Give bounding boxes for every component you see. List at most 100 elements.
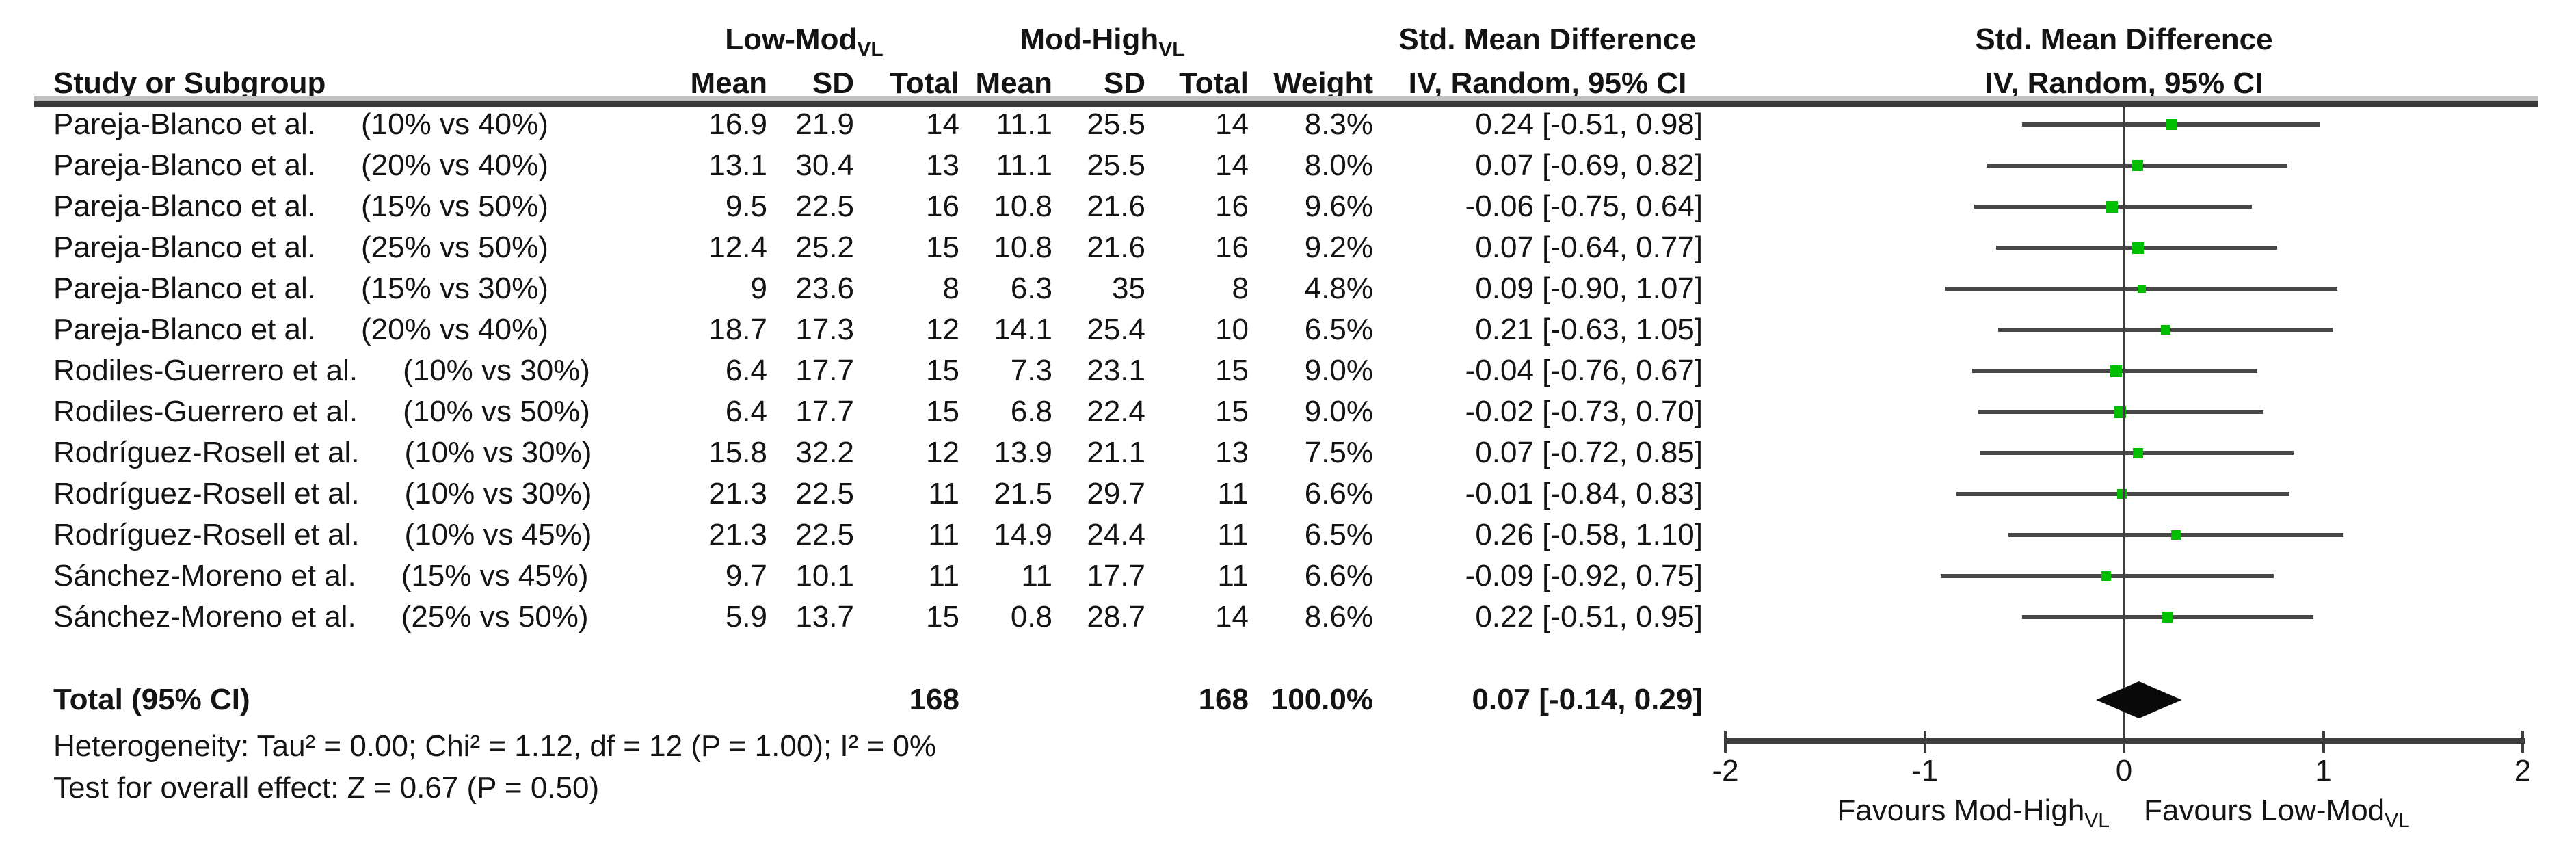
sd1-cell: 13.7 xyxy=(795,600,854,634)
mean2-cell: 10.8 xyxy=(994,190,1052,223)
total-ci-text: 0.07 [-0.14, 0.29] xyxy=(1472,683,1703,716)
comparison-label: (20% vs 40%) xyxy=(361,148,548,182)
n1-cell: 8 xyxy=(942,272,959,305)
n2-cell: 11 xyxy=(1217,477,1249,510)
tick-label: 1 xyxy=(2315,754,2332,787)
favours-right-subscript: VL xyxy=(2385,809,2410,832)
group2-subscript: VL xyxy=(1158,38,1185,61)
mean1-cell: 6.4 xyxy=(725,354,767,387)
table-row: Rodríguez-Rosell et al. (10% vs 30%) xyxy=(53,432,737,473)
effect-square xyxy=(2171,530,2181,540)
weight-cell: 8.3% xyxy=(1304,107,1373,141)
comparison-label: (10% vs 30%) xyxy=(404,477,592,510)
n1-cell: 12 xyxy=(926,436,959,469)
n2-cell: 15 xyxy=(1215,395,1249,428)
effect-square xyxy=(2162,612,2173,623)
weight-cell: 9.6% xyxy=(1304,190,1373,223)
mean2-cell: 14.9 xyxy=(994,518,1052,551)
weight-column-header: Weight xyxy=(1273,66,1373,100)
n1-cell: 15 xyxy=(926,231,959,264)
study-name: Rodiles-Guerrero et al. xyxy=(53,354,358,387)
comparison-label: (10% vs 40%) xyxy=(361,107,548,141)
sd1-cell: 22.5 xyxy=(795,477,854,510)
heterogeneity-text: Heterogeneity: Tau² = 0.00; Chi² = 1.12,… xyxy=(53,729,937,763)
zero-line xyxy=(2123,107,2125,744)
ci-label-cell: -0.04 [-0.76, 0.67] xyxy=(1465,354,1703,387)
mean1-cell: 9.5 xyxy=(725,190,767,223)
mean2-cell: 21.5 xyxy=(994,477,1052,510)
weight-cell: 9.0% xyxy=(1304,354,1373,387)
n2-cell: 11 xyxy=(1217,518,1249,551)
ci-label-cell: 0.07 [-0.64, 0.77] xyxy=(1475,231,1703,264)
ci-label-cell: -0.01 [-0.84, 0.83] xyxy=(1465,477,1703,510)
mean1-cell: 9.7 xyxy=(725,559,767,592)
favours-left-label: Favours Mod-HighVL xyxy=(1837,794,2110,832)
ci-label-cell: 0.07 [-0.72, 0.85] xyxy=(1475,436,1703,469)
mean1-cell: 21.3 xyxy=(708,518,767,551)
effect-square xyxy=(2166,119,2177,130)
table-row: Rodríguez-Rosell et al. (10% vs 45%) xyxy=(53,514,737,556)
axis-tick xyxy=(1923,731,1926,753)
sd1-cell: 23.6 xyxy=(795,272,854,305)
tick-label: 0 xyxy=(2115,754,2133,787)
smd-column-header-line2: IV, Random, 95% CI xyxy=(1408,66,1687,100)
effect-square xyxy=(2132,242,2144,254)
comparison-label: (15% vs 30%) xyxy=(361,272,548,305)
ci-label-cell: 0.24 [-0.51, 0.98] xyxy=(1475,107,1703,141)
n2-cell: 13 xyxy=(1215,436,1249,469)
effect-square xyxy=(2106,201,2118,213)
ci-label-cell: 0.21 [-0.63, 1.05] xyxy=(1475,313,1703,346)
sd2-cell: 21.6 xyxy=(1087,231,1145,264)
mean2-cell: 14.1 xyxy=(994,313,1052,346)
favours-left-subscript: VL xyxy=(2084,809,2110,832)
mean1-cell: 21.3 xyxy=(708,477,767,510)
tick-label: 2 xyxy=(2514,754,2532,787)
overall-effect-text: Test for overall effect: Z = 0.67 (P = 0… xyxy=(53,771,600,805)
table-row: Pareja-Blanco et al. (25% vs 50%) xyxy=(53,227,737,268)
ci-label-cell: -0.09 [-0.92, 0.75] xyxy=(1465,559,1703,592)
smd-column-header-line1: Std. Mean Difference xyxy=(1398,23,1697,56)
mean2-cell: 7.3 xyxy=(1010,354,1052,387)
sd2-cell: 21.6 xyxy=(1087,190,1145,223)
n1-cell: 13 xyxy=(926,148,959,182)
mean2-cell: 11.1 xyxy=(996,148,1052,182)
n1-cell: 15 xyxy=(926,600,959,634)
study-name: Pareja-Blanco et al. xyxy=(53,190,316,223)
sd2-cell: 28.7 xyxy=(1087,600,1145,634)
sd1-cell: 17.7 xyxy=(795,395,854,428)
mean1-cell: 15.8 xyxy=(708,436,767,469)
tick-label: -2 xyxy=(1712,754,1739,787)
study-name: Rodríguez-Rosell et al. xyxy=(53,518,360,551)
ci-label-cell: 0.07 [-0.69, 0.82] xyxy=(1475,148,1703,182)
sd2-cell: 24.4 xyxy=(1087,518,1145,551)
ci-label-cell: -0.02 [-0.73, 0.70] xyxy=(1465,395,1703,428)
study-name: Rodríguez-Rosell et al. xyxy=(53,477,360,510)
total-n1: 168 xyxy=(909,683,959,716)
header-rule-light xyxy=(34,96,2538,101)
sd2-cell: 29.7 xyxy=(1087,477,1145,510)
mean1-cell: 18.7 xyxy=(708,313,767,346)
mean1-cell: 16.9 xyxy=(708,107,767,141)
n1-cell: 15 xyxy=(926,395,959,428)
table-row: Pareja-Blanco et al. (20% vs 40%) xyxy=(53,145,737,186)
favours-right-label: Favours Low-ModVL xyxy=(2144,794,2410,832)
sd1-cell: 21.9 xyxy=(795,107,854,141)
effect-square xyxy=(2133,448,2143,458)
comparison-label: (15% vs 50%) xyxy=(361,190,548,223)
sd2-cell: 25.5 xyxy=(1087,148,1145,182)
total-n2: 168 xyxy=(1198,683,1249,716)
n2-cell: 8 xyxy=(1232,272,1249,305)
weight-cell: 8.0% xyxy=(1304,148,1373,182)
group1-header: Low-ModVL xyxy=(725,23,884,61)
ci-label-cell: -0.06 [-0.75, 0.64] xyxy=(1465,190,1703,223)
n1-cell: 11 xyxy=(928,477,959,510)
tick-label: -1 xyxy=(1911,754,1939,787)
effect-square xyxy=(2132,160,2143,171)
table-row: Pareja-Blanco et al. (15% vs 50%) xyxy=(53,186,737,227)
n2-cell: 11 xyxy=(1217,559,1249,592)
mean1-cell: 6.4 xyxy=(725,395,767,428)
n1-cell: 15 xyxy=(926,354,959,387)
sd2-cell: 25.5 xyxy=(1087,107,1145,141)
sd1-cell: 30.4 xyxy=(795,148,854,182)
weight-cell: 6.6% xyxy=(1304,477,1373,510)
